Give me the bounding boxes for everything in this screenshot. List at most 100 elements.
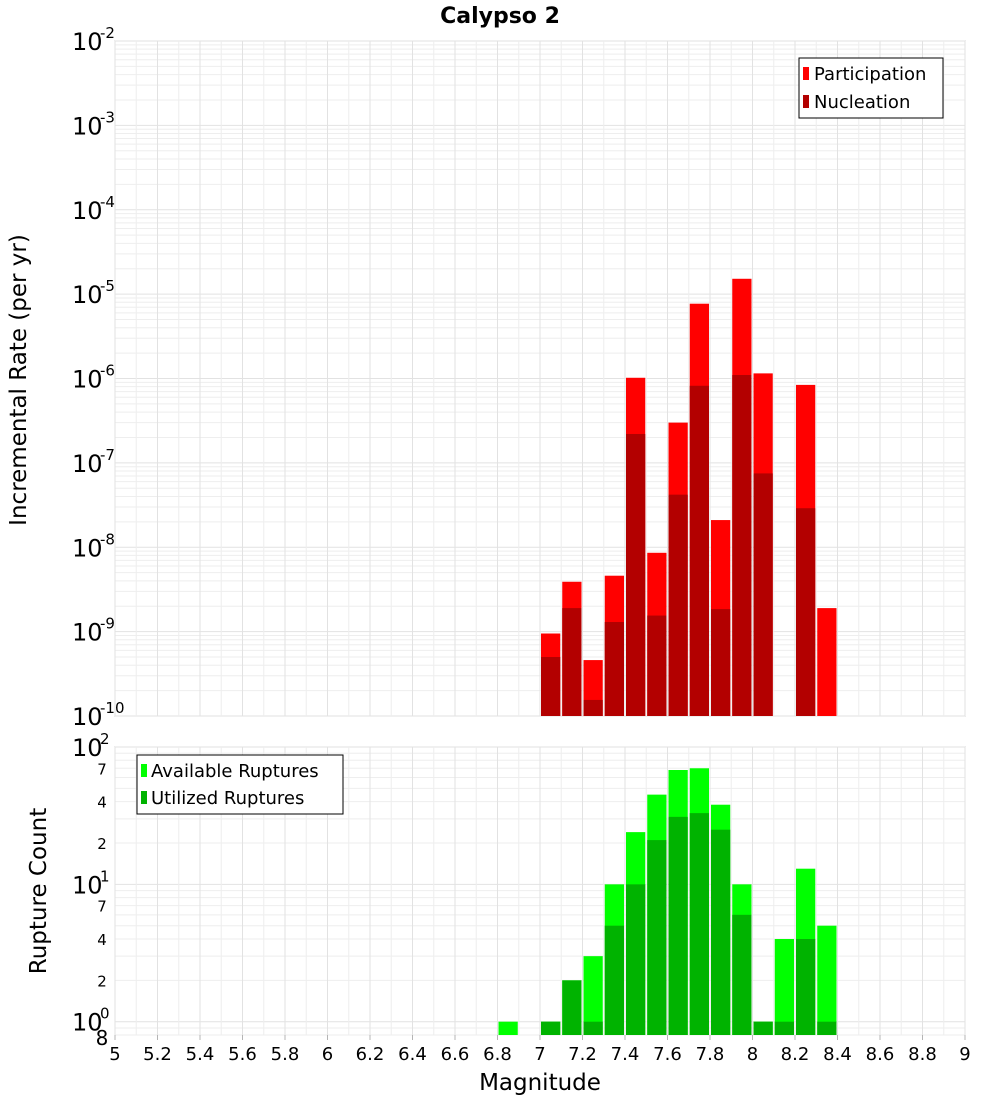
x-tick-label: 6	[322, 1044, 333, 1065]
nucleation-bar	[604, 622, 624, 716]
x-tick-label: 5.2	[143, 1044, 172, 1065]
x-tick-label: 6.4	[398, 1044, 427, 1065]
y-decade-label: 10	[72, 450, 103, 478]
y-decade-label: 10	[72, 28, 103, 56]
y-decade-exponent: -3	[100, 108, 115, 126]
top-bars	[541, 278, 837, 716]
nucleation-bar	[626, 433, 646, 716]
x-tick-label: 7	[534, 1044, 545, 1065]
nucleation-bar	[583, 699, 603, 716]
utilized-ruptures-bar	[647, 840, 667, 1035]
bottom-legend-box	[136, 754, 344, 815]
legend-swatch-nucleation	[803, 95, 809, 108]
x-tick-label: 8.2	[781, 1044, 810, 1065]
utilized-ruptures-bar	[817, 1021, 837, 1035]
y-decade-exponent: -7	[100, 446, 115, 464]
x-tick-label: 7.2	[568, 1044, 597, 1065]
y-decade-label: 10	[72, 281, 103, 309]
x-tick-label: 6.6	[441, 1044, 470, 1065]
x-tick-label: 8.4	[823, 1044, 852, 1065]
y-decade-label: 10	[72, 619, 103, 647]
x-tick-label: 7.6	[653, 1044, 682, 1065]
y-decade-exponent: -4	[100, 193, 115, 211]
utilized-ruptures-bar	[668, 816, 688, 1035]
bottom-legend: Available Ruptures Utilized Ruptures	[136, 754, 344, 815]
nucleation-bar	[711, 609, 731, 716]
x-tick-label: 5	[109, 1044, 120, 1065]
x-tick-label: 6.2	[356, 1044, 385, 1065]
y-minor-label: 2	[97, 972, 107, 990]
utilized-ruptures-bar	[689, 813, 709, 1035]
utilized-ruptures-bar	[541, 1021, 561, 1035]
x-tick-label: 7.8	[696, 1044, 725, 1065]
utilized-ruptures-bar	[732, 914, 752, 1035]
x-tick-label: 5.4	[186, 1044, 215, 1065]
y-minor-label: 2	[97, 835, 107, 853]
utilized-ruptures-bar	[774, 1021, 794, 1035]
x-tick-label: 9	[959, 1044, 970, 1065]
bottom-y-axis-label: Rupture Count	[26, 808, 52, 974]
nucleation-bar	[689, 385, 709, 716]
nucleation-bar	[541, 657, 561, 716]
legend-label-available: Available Ruptures	[151, 761, 319, 782]
y-decade-label: 10	[72, 1009, 103, 1037]
nucleation-bar	[732, 375, 752, 716]
utilized-ruptures-bar	[583, 1021, 603, 1035]
utilized-ruptures-bar	[711, 829, 731, 1035]
utilized-ruptures-bar	[796, 939, 816, 1035]
x-tick-label: 8.6	[866, 1044, 895, 1065]
nucleation-bar	[647, 615, 667, 716]
y-decade-exponent: -8	[100, 530, 115, 548]
legend-swatch-participation	[803, 67, 809, 80]
y-decade-label: 10	[72, 112, 103, 140]
y-minor-label: 7	[97, 760, 107, 778]
available-ruptures-bar	[583, 956, 603, 1035]
x-tick-label: 5.6	[228, 1044, 257, 1065]
y-decade-exponent: 1	[100, 867, 110, 885]
x-tick-label: 5.8	[271, 1044, 300, 1065]
available-ruptures-bar	[817, 925, 837, 1035]
utilized-ruptures-bar	[562, 980, 582, 1035]
y-decade-exponent: -6	[100, 362, 115, 380]
x-tick-label: 6.8	[483, 1044, 512, 1065]
y-decade-exponent: 0	[100, 1005, 110, 1023]
x-tick-label: 8.8	[908, 1044, 937, 1065]
x-tick-labels: 5 5.2 5.4 5.6 5.8 6 6.2 6.4 6.6 6.8 7 7.2 7.4 7.6 7.8 8…	[109, 1035, 971, 1065]
utilized-ruptures-bar	[626, 884, 646, 1035]
nucleation-bar	[796, 508, 816, 716]
x-axis-label: Magnitude	[479, 1070, 601, 1096]
y-minor-label: 4	[97, 931, 107, 949]
y-decade-exponent: -5	[100, 277, 115, 295]
x-tick-label: 7.4	[611, 1044, 640, 1065]
available-ruptures-bar	[498, 1021, 518, 1035]
y-decade-exponent: -9	[100, 615, 115, 633]
y-decade-label: 10	[72, 703, 103, 731]
y-minor-label: 7	[97, 898, 107, 916]
nucleation-bar	[668, 494, 688, 716]
top-gridlines	[114, 40, 966, 717]
legend-label-utilized: Utilized Ruptures	[151, 788, 304, 809]
top-legend-box	[798, 57, 944, 119]
y-minor-label: 8	[96, 1026, 109, 1050]
legend-label-participation: Participation	[814, 64, 926, 85]
y-decade-exponent: -2	[100, 24, 115, 42]
nucleation-bar	[562, 608, 582, 716]
top-legend: Participation Nucleation	[798, 57, 944, 119]
y-decade-exponent: -10	[100, 699, 125, 717]
x-tick-label: 8	[747, 1044, 758, 1065]
available-ruptures-bar	[774, 939, 794, 1035]
y-decade-exponent: 2	[100, 730, 110, 748]
y-decade-label: 10	[72, 734, 103, 762]
legend-swatch-available	[141, 764, 147, 777]
bottom-bars	[498, 768, 837, 1035]
top-y-axis-label: Incremental Rate (per yr)	[6, 234, 32, 526]
y-minor-label: 4	[97, 794, 107, 812]
y-decade-label: 10	[72, 871, 103, 899]
y-decade-label: 10	[72, 366, 103, 394]
legend-swatch-utilized	[141, 791, 147, 804]
utilized-ruptures-bar	[604, 925, 624, 1035]
chart-title: Calypso 2	[440, 4, 560, 29]
